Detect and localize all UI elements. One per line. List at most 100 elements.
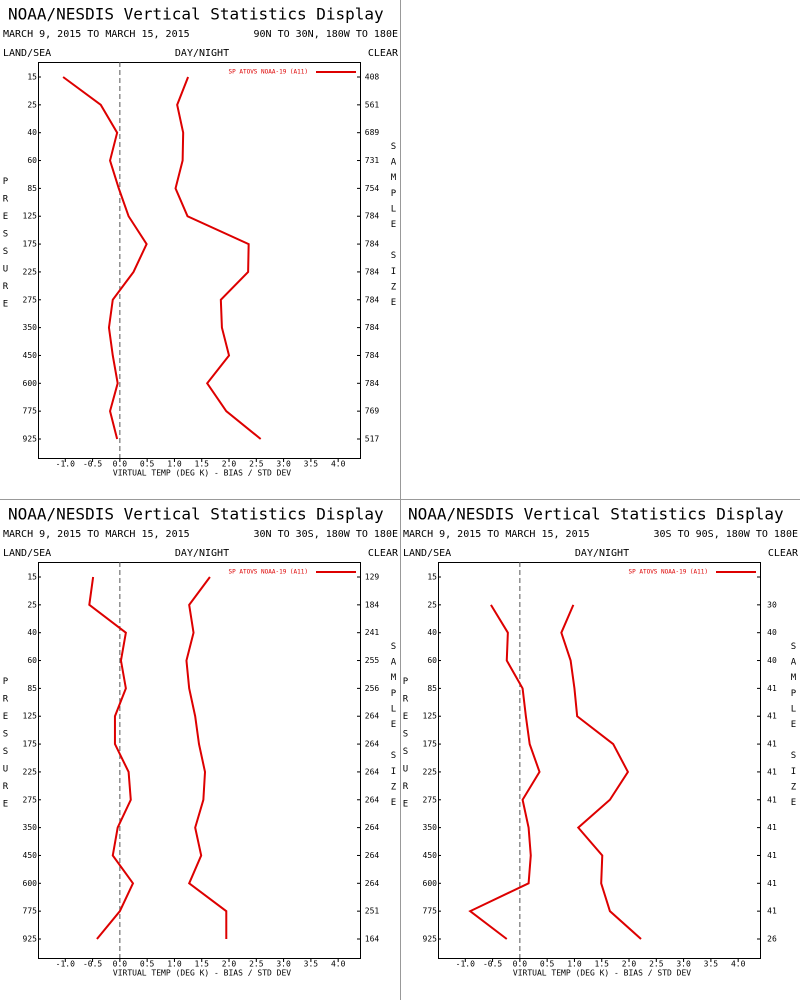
- panel: NOAA/NESDIS Vertical Statistics Display M…: [1, 505, 399, 978]
- pressure-label: 350: [423, 823, 438, 832]
- sample-size: 784: [365, 240, 380, 249]
- clear: CLEAR: [368, 548, 399, 559]
- sample-size: 784: [365, 212, 380, 221]
- day-night: DAY/NIGHT: [175, 48, 229, 59]
- sample-size: 40: [767, 656, 777, 665]
- pressure-label: 175: [423, 740, 438, 749]
- x-axis-label: VIRTUAL TEMP (DEG K) - BIAS / STD DEV: [113, 969, 291, 978]
- pressure-label: 775: [23, 907, 38, 916]
- region: 30S TO 90S, 180W TO 180E: [654, 529, 799, 540]
- legend-label: SP ATOVS NOAA-19 (A11): [629, 569, 708, 576]
- pressure-label: 775: [423, 907, 438, 916]
- sample-size: 41: [767, 823, 777, 832]
- x-axis-label: VIRTUAL TEMP (DEG K) - BIAS / STD DEV: [113, 469, 291, 478]
- sample-size: 41: [767, 795, 777, 804]
- x-tick-label: 0.0: [513, 960, 528, 969]
- pressure-label: 40: [27, 128, 37, 137]
- std-dev-line: [560, 604, 642, 940]
- region: 90N TO 30N, 180W TO 180E: [254, 29, 399, 40]
- y2-axis-label: SAMPLE SIZE: [789, 642, 799, 814]
- land-sea: LAND/SEA: [3, 48, 51, 59]
- title: NOAA/NESDIS Vertical Statistics Display: [8, 505, 384, 524]
- pressure-label: 25: [427, 600, 437, 609]
- sample-size: 784: [365, 351, 380, 360]
- subtitle: MARCH 9, 2015 TO MARCH 15, 2015: [3, 29, 190, 40]
- x-tick-label: -0.5: [483, 960, 502, 969]
- pressure-label: 85: [427, 684, 437, 693]
- pressure-label: 450: [23, 851, 38, 860]
- pressure-label: 125: [23, 712, 38, 721]
- pressure-label: 175: [23, 740, 38, 749]
- sample-size: 41: [767, 684, 777, 693]
- x-axis-label: VIRTUAL TEMP (DEG K) - BIAS / STD DEV: [513, 969, 691, 978]
- land-sea: LAND/SEA: [403, 548, 451, 559]
- x-tick-label: 1.5: [195, 460, 210, 469]
- pressure-label: 350: [23, 823, 38, 832]
- x-tick-label: -1.0: [56, 460, 75, 469]
- x-tick-label: 0.0: [113, 460, 128, 469]
- x-tick-label: 2.5: [649, 960, 664, 969]
- x-tick-label: 2.0: [622, 960, 637, 969]
- pressure-label: 85: [27, 684, 37, 693]
- pressure-label: 225: [23, 267, 38, 276]
- x-tick-label: 2.0: [222, 960, 237, 969]
- pressure-label: 15: [427, 573, 437, 582]
- x-tick-label: 1.5: [195, 960, 210, 969]
- subtitle: MARCH 9, 2015 TO MARCH 15, 2015: [403, 529, 590, 540]
- x-tick-label: 1.5: [595, 960, 610, 969]
- x-tick-label: 3.0: [676, 960, 691, 969]
- x-tick-label: 4.0: [331, 460, 346, 469]
- day-night: DAY/NIGHT: [175, 548, 229, 559]
- pressure-label: 275: [23, 295, 38, 304]
- x-tick-label: 3.5: [304, 960, 319, 969]
- pressure-label: 450: [423, 851, 438, 860]
- x-tick-label: 2.5: [249, 460, 264, 469]
- sample-size: 784: [365, 295, 380, 304]
- sample-size: 264: [365, 712, 380, 721]
- pressure-label: 600: [23, 379, 38, 388]
- pressure-label: 25: [27, 100, 37, 109]
- title: NOAA/NESDIS Vertical Statistics Display: [408, 505, 784, 524]
- pressure-label: 225: [23, 767, 38, 776]
- day-night: DAY/NIGHT: [575, 548, 629, 559]
- x-tick-label: 2.5: [249, 960, 264, 969]
- pressure-label: 925: [423, 935, 438, 944]
- pressure-label: 60: [27, 156, 37, 165]
- pressure-label: 275: [423, 795, 438, 804]
- clear: CLEAR: [768, 548, 799, 559]
- sample-size: 784: [365, 267, 380, 276]
- sample-size: 264: [365, 823, 380, 832]
- legend-label: SP ATOVS NOAA-19 (A11): [229, 69, 308, 76]
- std-dev-line: [174, 76, 262, 440]
- x-tick-label: -1.0: [56, 960, 75, 969]
- y-axis-label: PRESSURE: [1, 177, 11, 317]
- pressure-label: 15: [27, 73, 37, 82]
- x-tick-label: -0.5: [83, 460, 102, 469]
- y2-axis-label: SAMPLE SIZE: [389, 642, 399, 814]
- sample-size: 129: [365, 573, 380, 582]
- y2-axis-label: SAMPLE SIZE: [389, 142, 399, 314]
- land-sea: LAND/SEA: [3, 548, 51, 559]
- sample-size: 40: [767, 628, 777, 637]
- x-tick-label: 2.0: [222, 460, 237, 469]
- sample-size: 561: [365, 100, 380, 109]
- sample-size: 689: [365, 128, 380, 137]
- bias-line: [88, 576, 135, 940]
- sample-size: 41: [767, 712, 777, 721]
- sample-size: 769: [365, 407, 380, 416]
- sample-size: 408: [365, 73, 380, 82]
- subtitle: MARCH 9, 2015 TO MARCH 15, 2015: [3, 529, 190, 540]
- x-tick-label: -0.5: [83, 960, 102, 969]
- sample-size: 164: [365, 935, 380, 944]
- std-dev-line: [185, 576, 228, 939]
- plot-frame: [38, 62, 361, 459]
- sample-size: 517: [365, 435, 380, 444]
- pressure-label: 40: [27, 628, 37, 637]
- sample-size: 731: [365, 156, 380, 165]
- x-tick-label: 0.5: [140, 460, 155, 469]
- sample-size: 264: [365, 879, 380, 888]
- pressure-label: 125: [23, 212, 38, 221]
- sample-size: 754: [365, 184, 380, 193]
